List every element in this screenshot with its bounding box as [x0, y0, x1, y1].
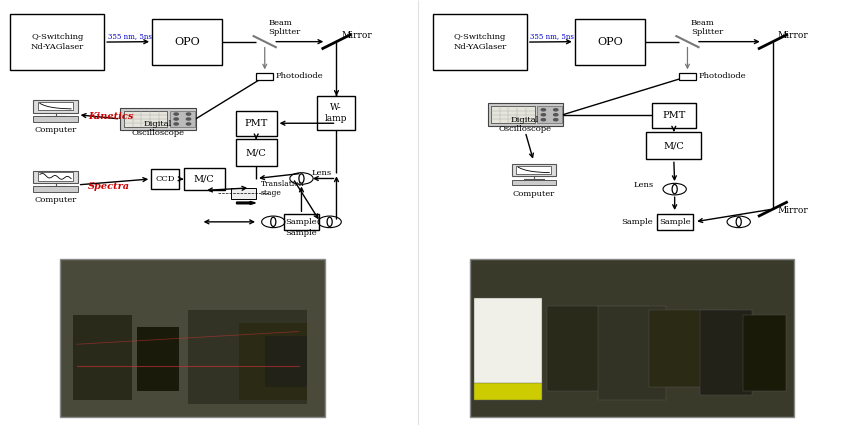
- Text: M/C: M/C: [663, 141, 683, 150]
- Circle shape: [186, 123, 190, 125]
- Bar: [170, 111, 194, 127]
- Text: PMT: PMT: [244, 119, 268, 128]
- Circle shape: [553, 119, 557, 121]
- Bar: [235, 139, 276, 166]
- Bar: [678, 73, 695, 80]
- Text: Q-Switching
Nd-YAGlaser: Q-Switching Nd-YAGlaser: [453, 34, 506, 51]
- Text: Lens: Lens: [632, 181, 653, 189]
- Bar: [651, 103, 695, 128]
- Ellipse shape: [270, 217, 276, 227]
- Bar: [136, 327, 179, 391]
- Circle shape: [186, 118, 190, 120]
- Circle shape: [541, 119, 545, 121]
- Bar: [432, 14, 526, 70]
- Bar: [284, 214, 318, 230]
- Text: Sample: Sample: [285, 229, 317, 237]
- Bar: [188, 310, 307, 404]
- Bar: [487, 103, 562, 126]
- Text: Spectra: Spectra: [88, 182, 130, 191]
- Bar: [469, 259, 793, 416]
- Circle shape: [186, 113, 190, 115]
- Bar: [742, 314, 785, 391]
- Circle shape: [553, 114, 557, 116]
- Bar: [516, 166, 550, 174]
- Text: Lens: Lens: [311, 169, 332, 177]
- Circle shape: [174, 113, 178, 115]
- Bar: [239, 323, 307, 400]
- Bar: [33, 170, 78, 183]
- Bar: [490, 107, 534, 123]
- Ellipse shape: [735, 217, 740, 227]
- Text: PMT: PMT: [661, 110, 685, 120]
- Bar: [574, 19, 644, 65]
- Circle shape: [541, 114, 545, 116]
- Ellipse shape: [671, 184, 676, 194]
- Text: Computer: Computer: [512, 190, 554, 198]
- Text: OPO: OPO: [174, 37, 200, 47]
- Bar: [151, 169, 179, 189]
- Bar: [120, 108, 195, 130]
- Text: Beam
Splitter: Beam Splitter: [268, 19, 300, 36]
- Bar: [646, 132, 700, 159]
- Bar: [473, 298, 542, 400]
- Text: Photodiode: Photodiode: [276, 73, 323, 80]
- Text: CCD: CCD: [155, 175, 175, 183]
- Text: 355 nm, 5ns: 355 nm, 5ns: [530, 32, 573, 40]
- FancyArrow shape: [236, 201, 255, 204]
- Bar: [33, 186, 78, 192]
- Ellipse shape: [327, 217, 332, 227]
- Bar: [316, 96, 355, 130]
- Ellipse shape: [299, 174, 304, 183]
- Bar: [511, 164, 555, 176]
- Bar: [230, 188, 256, 199]
- Text: Sample: Sample: [658, 218, 690, 226]
- Text: W-
lamp: W- lamp: [324, 103, 347, 123]
- Text: M/C: M/C: [194, 175, 214, 184]
- Bar: [33, 100, 78, 113]
- Bar: [473, 382, 542, 399]
- Text: Beam
Splitter: Beam Splitter: [690, 19, 722, 36]
- Bar: [183, 168, 224, 190]
- Bar: [152, 19, 222, 65]
- Bar: [33, 116, 78, 122]
- Bar: [537, 107, 561, 123]
- Text: Q-Switching
Nd-YAGlaser: Q-Switching Nd-YAGlaser: [31, 34, 84, 51]
- Text: Digital
Oscilloscope: Digital Oscilloscope: [498, 116, 551, 133]
- Bar: [124, 111, 167, 127]
- Text: Computer: Computer: [34, 196, 77, 204]
- Bar: [256, 73, 273, 80]
- Text: Digital
Oscilloscope: Digital Oscilloscope: [131, 120, 184, 137]
- Bar: [699, 310, 751, 395]
- Circle shape: [174, 118, 178, 120]
- Bar: [73, 314, 132, 400]
- Bar: [235, 110, 276, 136]
- Bar: [648, 310, 734, 387]
- Text: Computer: Computer: [34, 126, 77, 134]
- Text: OPO: OPO: [596, 37, 622, 47]
- Text: Mirror: Mirror: [341, 31, 372, 40]
- Text: Translation
stage: Translation stage: [260, 180, 304, 198]
- Bar: [597, 306, 665, 400]
- Bar: [60, 259, 324, 416]
- Bar: [38, 172, 73, 181]
- Text: Kinetics: Kinetics: [88, 112, 133, 121]
- Text: Sample: Sample: [285, 218, 317, 226]
- Bar: [511, 180, 555, 185]
- Bar: [38, 102, 73, 110]
- Circle shape: [553, 109, 557, 111]
- Circle shape: [541, 109, 545, 111]
- Text: Sample: Sample: [621, 218, 653, 226]
- Text: Mirror: Mirror: [776, 207, 807, 215]
- Bar: [656, 214, 692, 230]
- Bar: [546, 306, 648, 391]
- Text: 355 nm, 5ns: 355 nm, 5ns: [107, 32, 151, 40]
- Text: Photodiode: Photodiode: [698, 73, 746, 80]
- Bar: [10, 14, 104, 70]
- Circle shape: [174, 123, 178, 125]
- Bar: [264, 336, 307, 387]
- Text: M/C: M/C: [246, 148, 266, 157]
- Text: Mirror: Mirror: [776, 31, 807, 40]
